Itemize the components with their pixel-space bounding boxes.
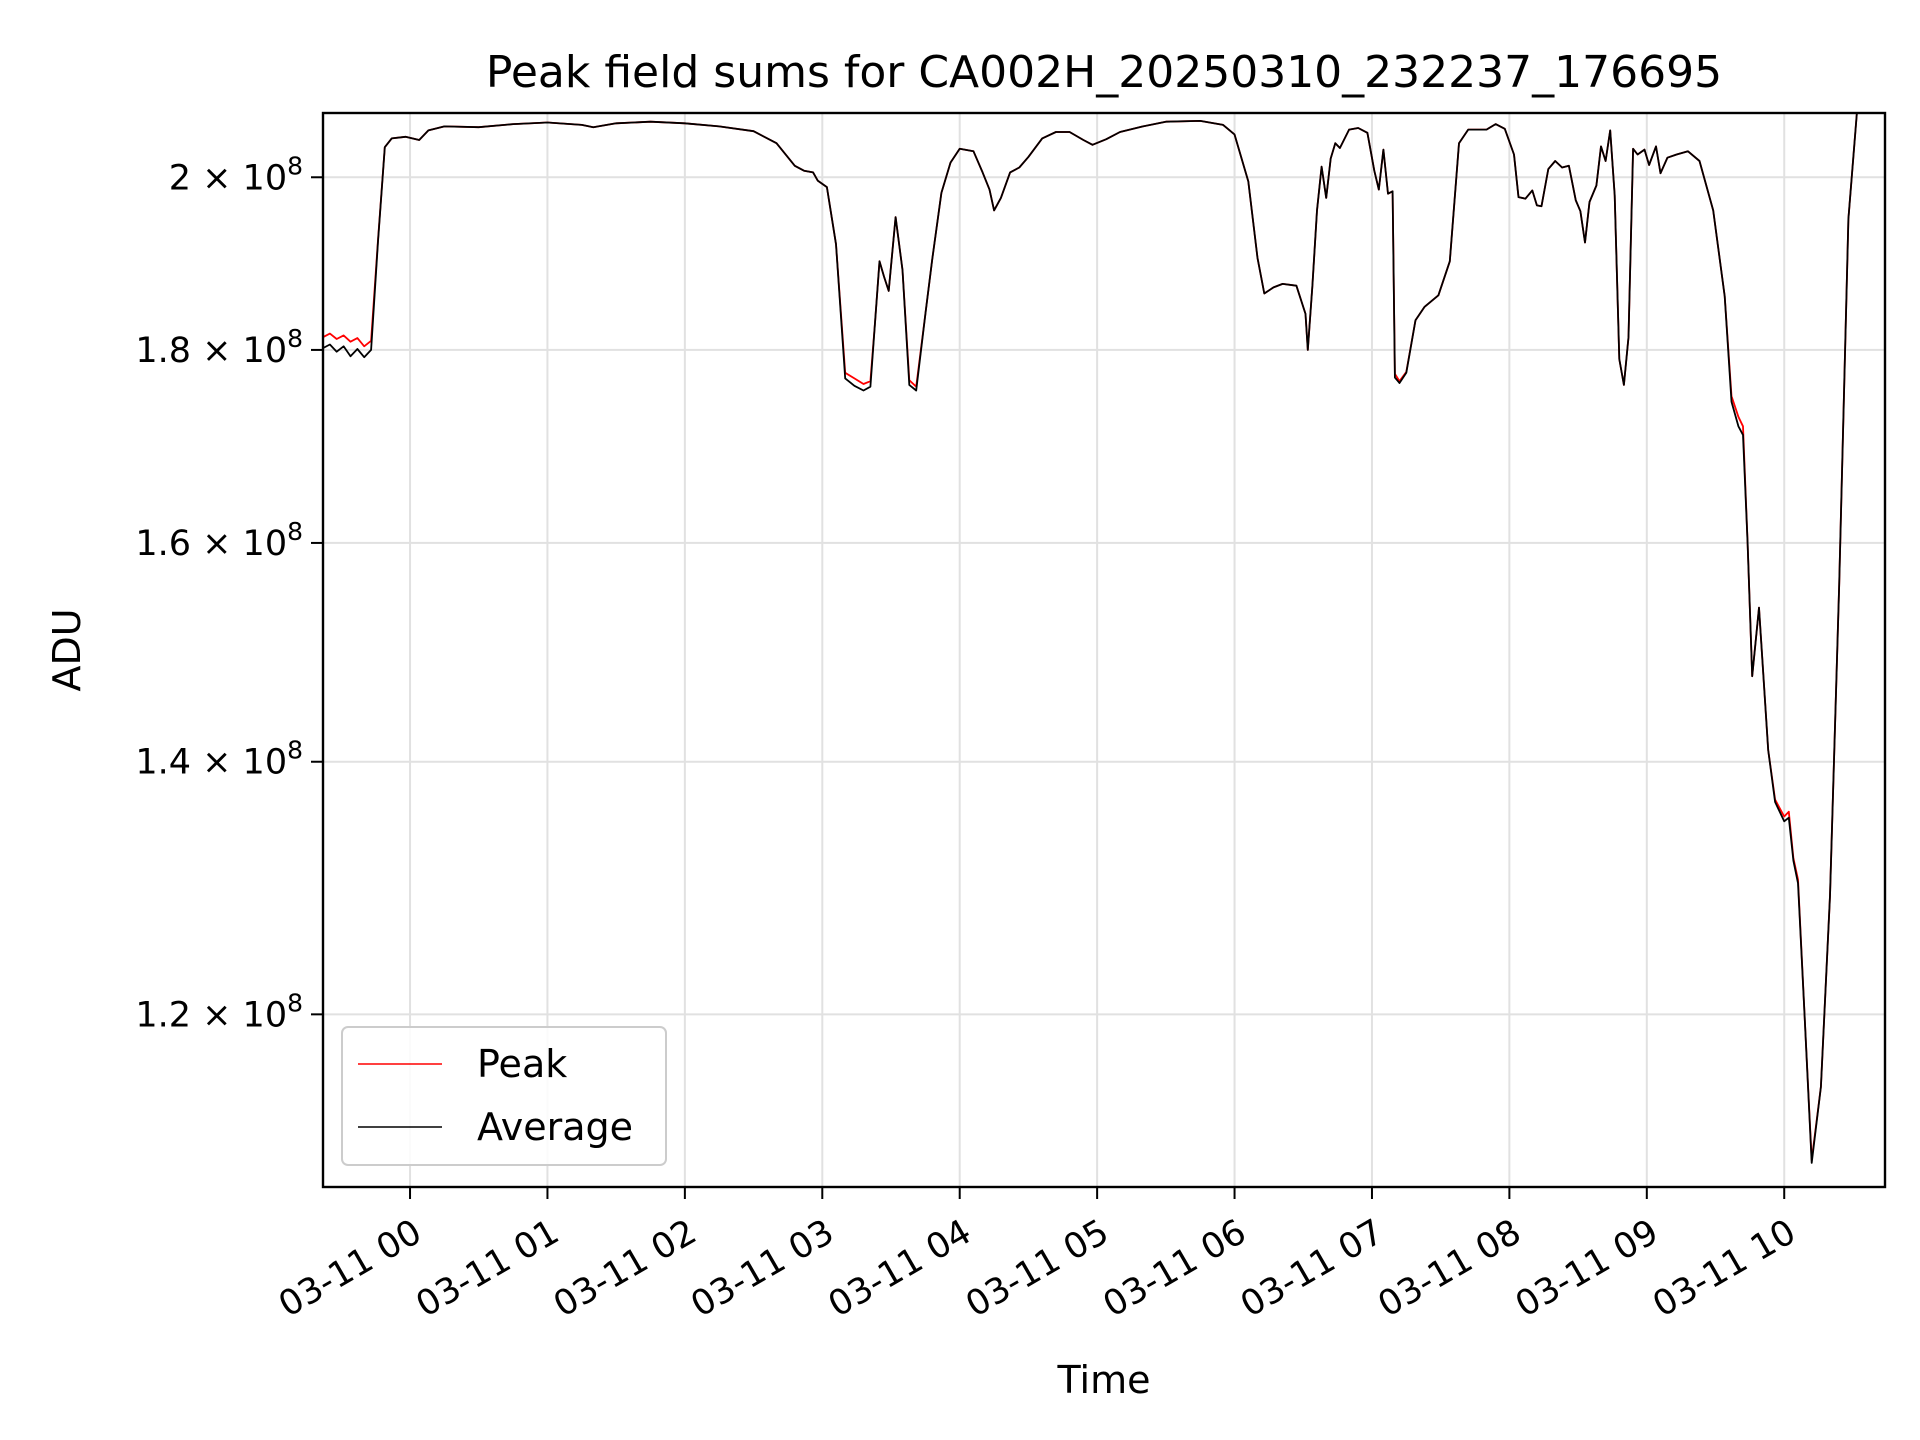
y-tick-label: 1.2 × 108 [135,988,303,1035]
series-line-average [323,113,1858,1164]
series-layer [323,113,1858,1164]
legend-box [341,1026,667,1166]
legend: Peak Average [341,1026,667,1166]
x-tick-label: 03-11 06 [1097,1212,1253,1325]
y-tick-label: 1.6 × 108 [135,517,303,564]
x-tick-label: 03-11 02 [547,1212,703,1325]
y-tick-label: 2 × 108 [169,151,303,198]
x-tick-label: 03-11 09 [1509,1212,1665,1325]
y-axis: 1.2 × 108 1.4 × 108 1.6 × 108 1.8 × 108 2 × … [135,151,323,1035]
x-axis-label: Time [1057,1358,1151,1402]
y-axis-label: ADU [45,608,89,691]
x-tick-label: 03-11 00 [272,1212,428,1325]
legend-label-average: Average [477,1105,633,1149]
x-tick-label: 03-11 05 [959,1212,1115,1325]
x-tick-label: 03-11 07 [1234,1212,1390,1325]
x-tick-label: 03-11 08 [1372,1212,1528,1325]
plot-frame [321,111,1887,1189]
chart-title: Peak field sums for CA002H_20250310_2322… [486,47,1722,98]
legend-label-peak: Peak [477,1042,567,1086]
plot-area [323,113,1858,1164]
x-tick-label: 03-11 10 [1646,1212,1802,1325]
x-tick-label: 03-11 04 [822,1212,978,1325]
series-line-peak [323,113,1858,1161]
x-tick-label: 03-11 01 [410,1212,566,1325]
y-tick-label: 1.4 × 108 [135,736,303,783]
x-tick-label: 03-11 03 [684,1212,840,1325]
grid-lines [323,113,1885,1187]
y-tick-label: 1.8 × 108 [135,324,303,371]
